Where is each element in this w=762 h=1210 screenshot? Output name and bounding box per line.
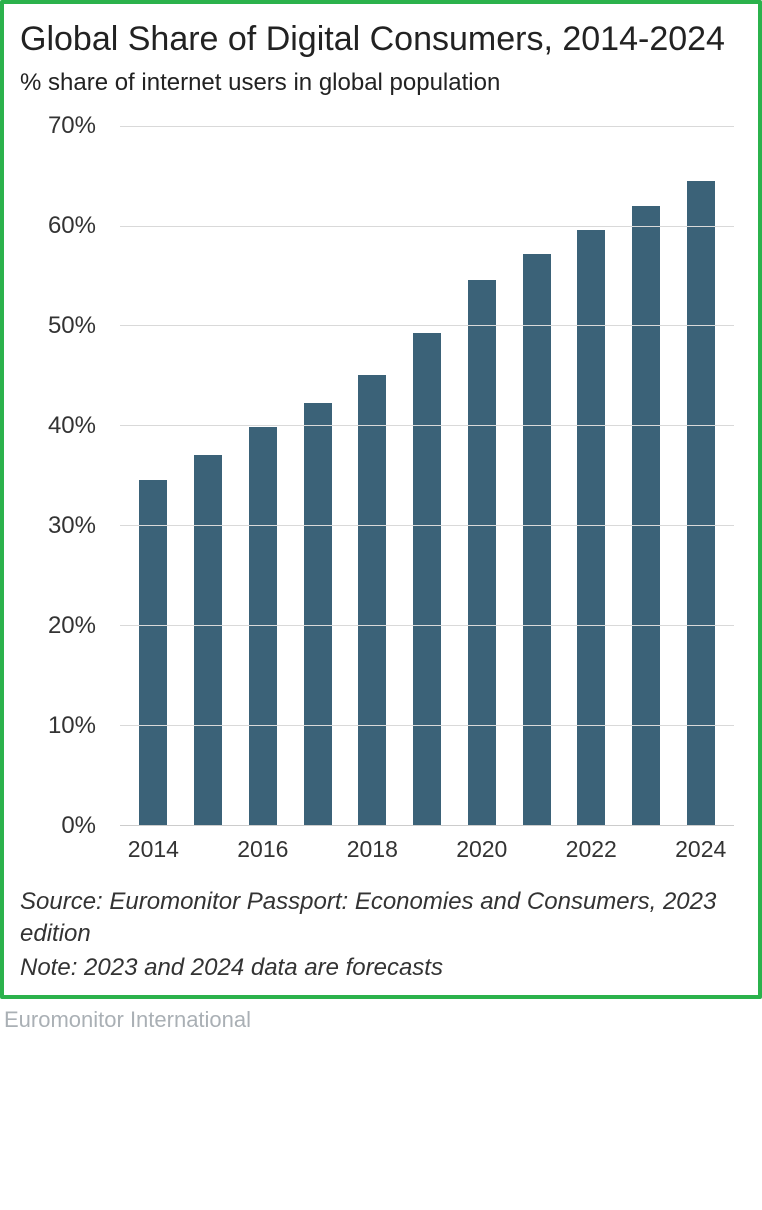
bar <box>468 280 496 824</box>
plot-wrap: 0%10%20%30%40%50%60%70% 2014201620182020… <box>20 126 742 866</box>
y-tick-label: 10% <box>48 712 96 740</box>
bars-container <box>120 126 734 825</box>
footer-credit: Euromonitor International <box>4 1007 762 1033</box>
bar-slot <box>290 126 345 825</box>
y-tick-label: 60% <box>48 212 96 240</box>
gridline <box>120 425 734 426</box>
gridline <box>120 725 734 726</box>
bar <box>632 206 660 825</box>
chart-subtitle: % share of internet users in global popu… <box>20 67 742 98</box>
bar <box>139 480 167 825</box>
gridline <box>120 625 734 626</box>
bar <box>249 427 277 824</box>
bar <box>413 333 441 824</box>
chart-title: Global Share of Digital Consumers, 2014-… <box>20 18 742 61</box>
source-line-1: Source: Euromonitor Passport: Economies … <box>20 886 742 951</box>
x-tick-label: 2022 <box>564 836 619 866</box>
y-tick-label: 50% <box>48 312 96 340</box>
bar-slot <box>619 126 674 825</box>
y-tick-label: 70% <box>48 112 96 140</box>
y-axis: 0%10%20%30%40%50%60%70% <box>20 126 106 826</box>
bar <box>304 403 332 824</box>
bar <box>358 375 386 824</box>
x-tick-label: 2016 <box>235 836 290 866</box>
y-tick-label: 40% <box>48 412 96 440</box>
x-tick-label <box>290 836 345 866</box>
bar <box>577 230 605 825</box>
bar-slot <box>673 126 728 825</box>
source-line-2: Note: 2023 and 2024 data are forecasts <box>20 952 742 984</box>
y-tick-label: 30% <box>48 512 96 540</box>
gridline <box>120 226 734 227</box>
bar <box>194 455 222 824</box>
bar-slot <box>400 126 455 825</box>
x-tick-label: 2014 <box>126 836 181 866</box>
x-tick-label: 2024 <box>673 836 728 866</box>
x-tick-label <box>619 836 674 866</box>
x-axis: 2014 2016 2018 2020 2022 2024 <box>120 830 734 866</box>
gridline <box>120 126 734 127</box>
chart-frame: Global Share of Digital Consumers, 2014-… <box>0 0 762 999</box>
gridline <box>120 325 734 326</box>
x-tick-label: 2018 <box>345 836 400 866</box>
x-tick-label <box>509 836 564 866</box>
bar-slot <box>126 126 181 825</box>
bar-slot <box>181 126 236 825</box>
bar-slot <box>564 126 619 825</box>
bar <box>687 181 715 825</box>
bar-slot <box>509 126 564 825</box>
x-tick-label <box>181 836 236 866</box>
gridline <box>120 525 734 526</box>
x-tick-label <box>400 836 455 866</box>
bar-slot <box>345 126 400 825</box>
bar-slot <box>454 126 509 825</box>
y-tick-label: 20% <box>48 612 96 640</box>
bar <box>523 254 551 825</box>
plot-area <box>120 126 734 826</box>
bar-slot <box>235 126 290 825</box>
y-tick-label: 0% <box>61 812 96 840</box>
x-tick-label: 2020 <box>454 836 509 866</box>
